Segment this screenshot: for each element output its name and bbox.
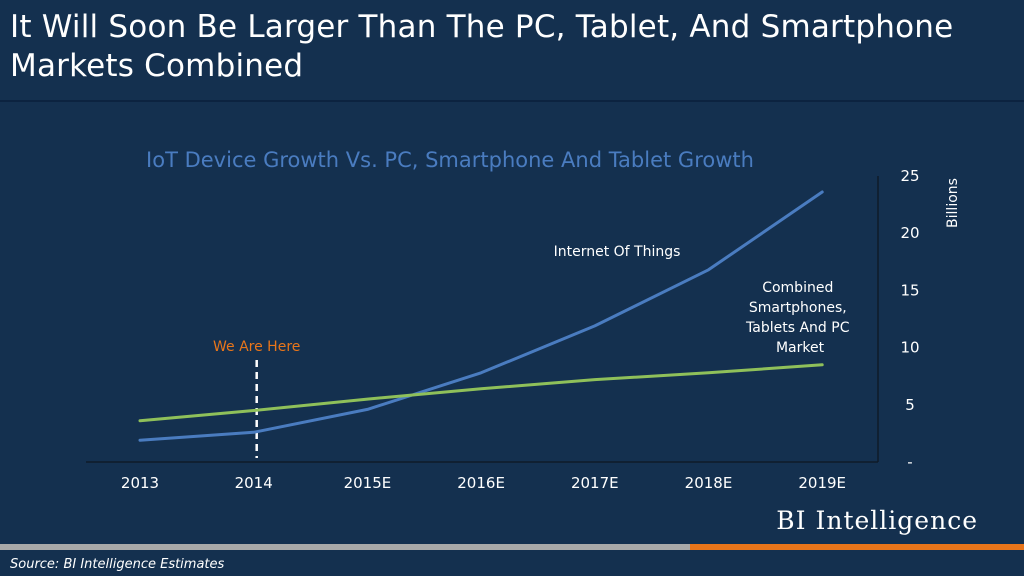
x-tick-label: 2015E [344,474,392,492]
x-tick-label: 2014 [235,474,273,492]
y-axis-ticks: 25 20 15 10 5 - [900,167,919,471]
series-label-combined-line: Combined [762,280,833,296]
series-label-combined-line: Smartphones, [749,300,847,316]
y-axis-label: Billions [945,178,961,228]
series-line-iot [138,190,824,442]
y-tick-label: 10 [900,339,919,357]
x-tick-label: 2016E [457,474,505,492]
headline: It Will Soon Be Larger Than The PC, Tabl… [10,9,954,84]
series-label-iot: Internet Of Things [554,244,681,260]
x-tick-label: 2018E [685,474,733,492]
x-tick-label: 2013 [121,474,159,492]
footer-bar-orange [690,544,1024,550]
x-axis-ticks: 2013 2014 2015E 2016E 2017E 2018E 2019E [121,474,846,492]
headline-divider [0,100,1024,102]
x-tick-label: 2017E [571,474,619,492]
source-note: Source: BI Intelligence Estimates [10,557,225,572]
footer-bar-grey [0,544,690,550]
brand-logo: BI Intelligence [776,506,978,535]
we-are-here-label: We Are Here [213,339,300,355]
y-tick-label: 15 [900,281,919,299]
series-line-combined [138,363,824,423]
y-tick-label: 20 [900,224,919,242]
y-tick-label: 25 [900,167,919,185]
y-tick-label: - [907,453,912,471]
series-label-combined-line: Tablets And PC [745,320,850,336]
y-tick-label: 5 [905,396,915,414]
x-tick-label: 2019E [798,474,846,492]
series-label-combined: Combined Smartphones, Tablets And PC Mar… [745,280,854,356]
series-label-combined-line: Market [776,340,825,356]
chart-title: IoT Device Growth Vs. PC, Smartphone And… [146,148,754,172]
